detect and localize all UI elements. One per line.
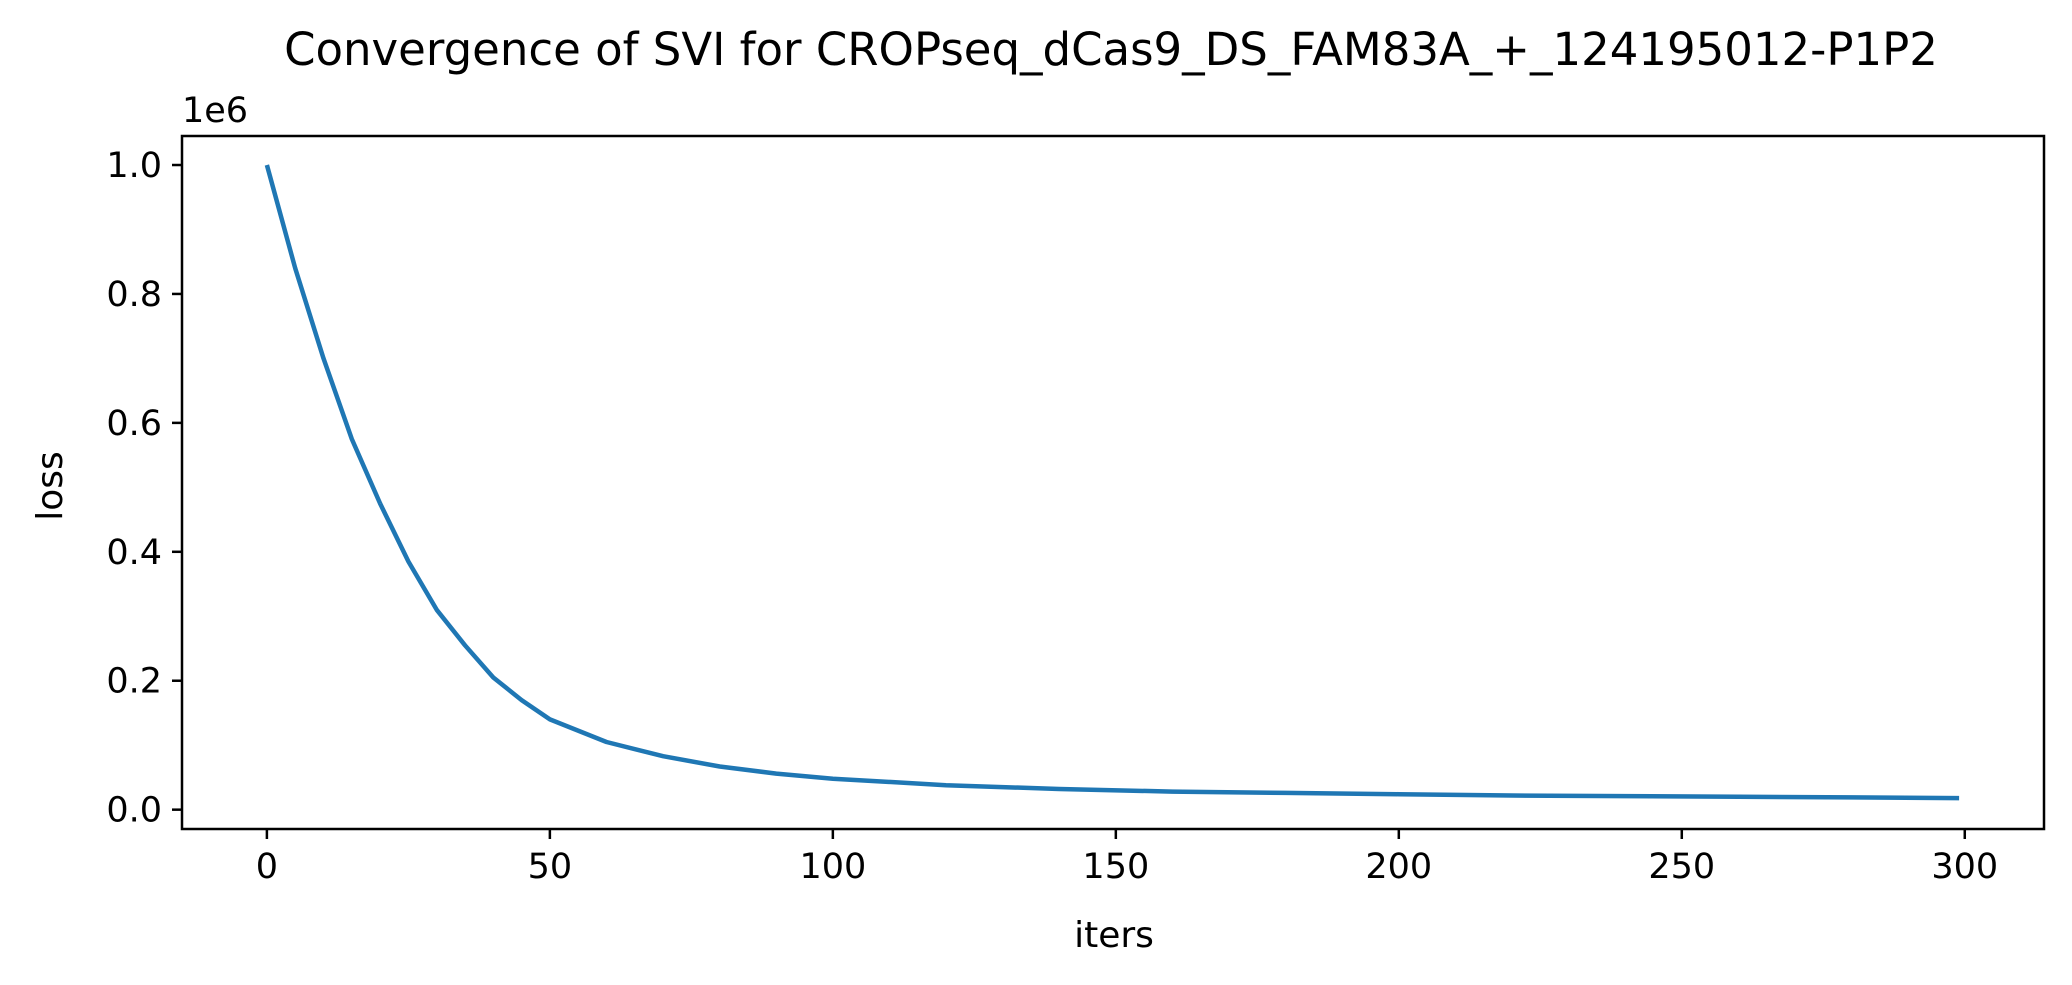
y-tick-label: 0.4	[106, 533, 162, 573]
y-axis-label: loss	[30, 451, 71, 521]
y-tick-label: 0.2	[106, 662, 162, 702]
x-tick-label: 150	[1082, 847, 1149, 887]
x-tick-label: 300	[1931, 847, 1998, 887]
axis-ticks: 0 50 100 150 200 250 300 0.0 0.2 0.4 0.6 0.8 1.0	[106, 146, 1998, 887]
loss-series-line	[264, 164, 1960, 801]
y-tick-label: 0.8	[106, 275, 162, 315]
x-tick-label: 50	[528, 847, 573, 887]
y-tick-label: 0.6	[106, 404, 162, 444]
y-axis-offset-label: 1e6	[182, 91, 248, 131]
x-tick-label: 0	[256, 847, 278, 887]
x-axis-label: iters	[1074, 915, 1154, 956]
axes-frame	[180, 134, 2046, 831]
y-tick-label: 1.0	[106, 146, 162, 186]
plot-area	[264, 164, 1960, 801]
x-tick-label: 250	[1648, 847, 1715, 887]
x-tick-label: 100	[799, 847, 866, 887]
y-tick-label: 0.0	[106, 791, 162, 831]
x-tick-label: 200	[1365, 847, 1432, 887]
chart-title: Convergence of SVI for CROPseq_dCas9_DS_…	[284, 23, 1938, 76]
